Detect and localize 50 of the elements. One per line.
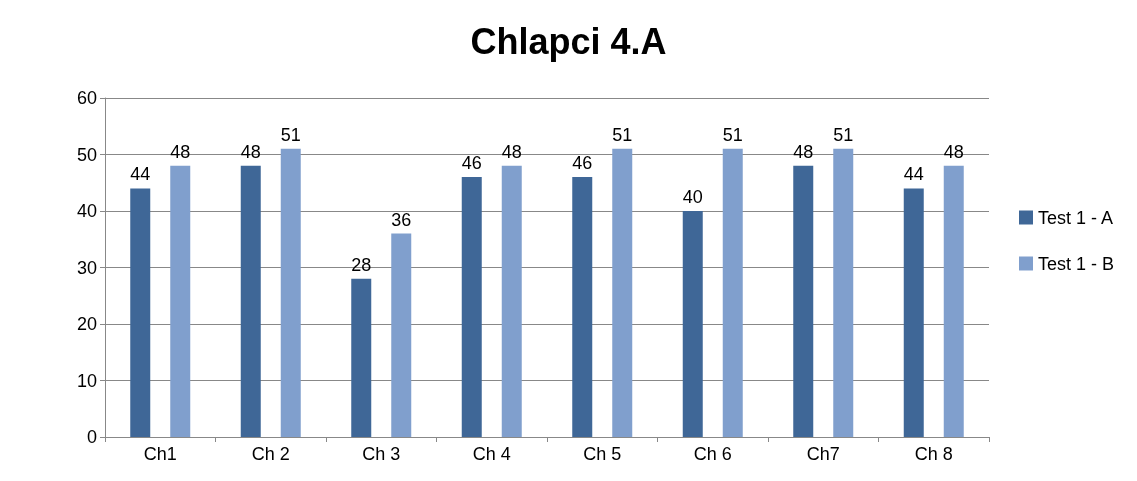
x-tick-label: Ch7 <box>806 444 840 464</box>
bar <box>722 148 743 437</box>
bar <box>903 188 924 437</box>
x-tick-label: Ch 2 <box>251 444 290 464</box>
x-tick-label: Ch 5 <box>583 444 622 464</box>
bar <box>130 188 151 437</box>
data-label: 48 <box>501 141 522 162</box>
data-label: 46 <box>572 153 593 174</box>
x-tick-label: Ch 4 <box>472 444 511 464</box>
bar <box>391 233 412 437</box>
data-label: 46 <box>461 153 482 174</box>
data-label: 51 <box>833 124 854 145</box>
y-tick-label: 20 <box>76 314 97 334</box>
x-tick-label: Ch1 <box>143 444 177 464</box>
bar <box>240 165 261 437</box>
x-tick-label: Ch 8 <box>914 444 953 464</box>
y-tick-label: 10 <box>76 370 97 391</box>
bar <box>280 148 301 437</box>
y-tick-label: 40 <box>76 201 97 221</box>
bar <box>351 278 372 437</box>
data-label: 44 <box>130 164 151 185</box>
data-label: 48 <box>170 141 191 162</box>
bar <box>682 211 703 437</box>
x-tick-label: Ch 3 <box>362 444 401 464</box>
data-label: 40 <box>682 187 703 207</box>
bar <box>612 148 633 437</box>
data-label: 51 <box>722 124 743 145</box>
bar <box>833 148 854 437</box>
legend-label: Test 1 - A <box>1037 207 1114 228</box>
data-label: 28 <box>351 254 372 275</box>
x-tick-label: Ch 6 <box>693 444 732 464</box>
data-label: 48 <box>240 141 261 162</box>
chart-title: Chlapci 4.A <box>470 20 667 62</box>
bar <box>793 165 814 437</box>
legend-label: Test 1 - B <box>1037 253 1115 274</box>
y-tick-label: 30 <box>76 257 97 278</box>
bar <box>501 165 522 437</box>
y-tick-label: 60 <box>76 88 97 108</box>
data-label: 51 <box>612 124 633 145</box>
bar <box>170 165 191 437</box>
data-label: 48 <box>793 141 814 162</box>
data-label: 44 <box>903 164 924 185</box>
bar <box>943 165 964 437</box>
data-label: 36 <box>391 209 412 230</box>
data-label: 51 <box>280 124 301 145</box>
data-label: 48 <box>943 141 964 162</box>
bar <box>572 177 593 437</box>
y-tick-label: 50 <box>76 144 97 165</box>
bar <box>461 177 482 437</box>
y-tick-label: 0 <box>86 427 97 447</box>
